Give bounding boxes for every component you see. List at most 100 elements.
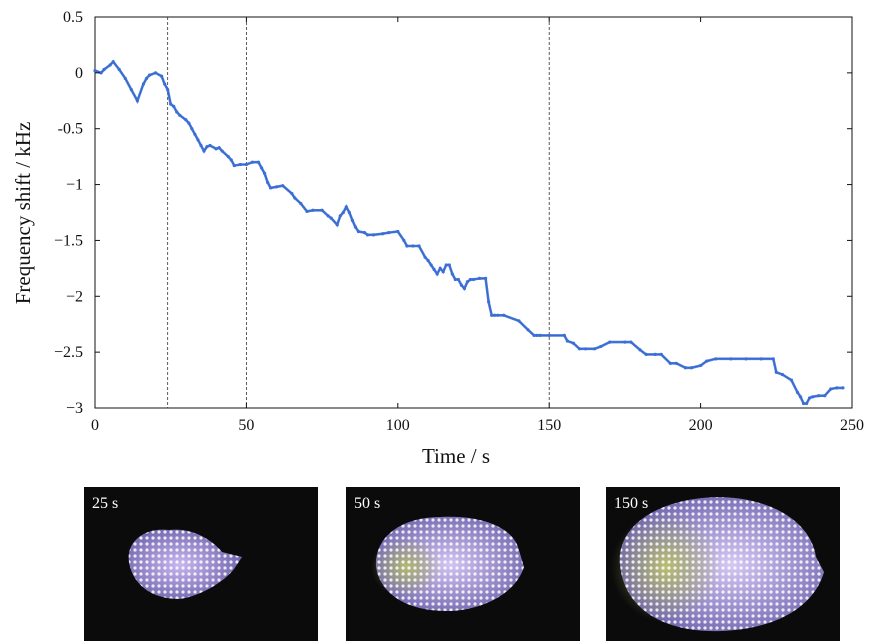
y-tick-label: -0.5 xyxy=(58,121,83,138)
data-point xyxy=(653,352,657,356)
x-tick-label: 250 xyxy=(840,417,864,434)
y-tick-label: −1.5 xyxy=(54,232,83,249)
data-point xyxy=(608,340,612,344)
data-point xyxy=(683,366,688,370)
data-point xyxy=(356,229,361,234)
ticks-layer: 0 50 100 150 200 250 0.5 0 -0.5 −1 −1.5 −2 −2.5 −3 xyxy=(54,9,864,434)
data-point xyxy=(468,277,473,282)
data-point xyxy=(571,341,576,345)
data-point xyxy=(432,267,436,272)
frequency-shift-chart: 0 50 100 150 200 250 0.5 0 -0.5 −1 −1.5 −2 −2.5 −3 Ti… xyxy=(11,9,864,468)
y-tick-label: 0.5 xyxy=(63,9,83,26)
data-point xyxy=(411,244,415,248)
data-point xyxy=(371,233,376,237)
data-point xyxy=(387,231,391,235)
data-point xyxy=(435,272,439,276)
data-point xyxy=(689,366,694,370)
data-point xyxy=(160,74,164,78)
data-point xyxy=(244,162,248,167)
data-point xyxy=(487,300,491,304)
data-point xyxy=(674,361,678,365)
data-point xyxy=(320,208,324,212)
data-point xyxy=(744,357,748,361)
data-point xyxy=(166,88,170,92)
data-point xyxy=(811,395,815,399)
data-point xyxy=(638,348,642,352)
data-point xyxy=(208,143,212,148)
data-point xyxy=(450,272,454,276)
data-point xyxy=(471,277,476,282)
data-point xyxy=(123,76,127,81)
data-point xyxy=(405,244,409,248)
data-point xyxy=(184,118,188,122)
x-tick-label: 0 xyxy=(91,417,99,434)
data-point xyxy=(484,276,488,281)
data-point xyxy=(202,149,206,153)
snapshot-150s: 150 s xyxy=(606,487,840,641)
data-point xyxy=(441,270,445,274)
data-point xyxy=(547,333,551,337)
y-tick-label: −2 xyxy=(66,288,83,305)
data-point xyxy=(341,210,345,215)
data-point xyxy=(705,359,709,363)
x-axis-title: Time / s xyxy=(422,444,490,468)
data-point xyxy=(823,394,827,398)
data-point xyxy=(262,171,267,175)
data-point xyxy=(429,263,433,267)
data-point xyxy=(229,158,233,162)
data-point xyxy=(465,280,470,284)
data-point xyxy=(477,276,482,281)
data-point xyxy=(338,214,342,218)
snapshot-label-50s: 50 s xyxy=(354,495,381,512)
y-tick-label: 0 xyxy=(75,65,83,82)
data-point xyxy=(841,386,845,390)
snapshot-label-150s: 150 s xyxy=(614,495,649,512)
data-point xyxy=(290,191,294,196)
data-point xyxy=(759,357,763,361)
data-point xyxy=(250,160,255,164)
data-point xyxy=(99,71,103,75)
data-point xyxy=(808,396,812,400)
data-point xyxy=(232,163,236,168)
snapshot-25s: 25 s xyxy=(84,487,318,641)
data-point xyxy=(668,361,672,365)
x-tick-label: 100 xyxy=(386,417,410,434)
data-point xyxy=(538,333,542,337)
data-point xyxy=(226,155,230,159)
data-point xyxy=(93,69,97,73)
data-point xyxy=(817,394,821,398)
data-point xyxy=(281,184,285,188)
snapshot-50s: 50 s xyxy=(346,487,580,641)
data-point xyxy=(269,186,273,190)
data-point xyxy=(293,196,297,200)
y-tick-label: −1 xyxy=(66,177,83,194)
data-point xyxy=(335,223,339,227)
data-point xyxy=(526,328,530,332)
data-point xyxy=(583,347,588,351)
snapshot-label-25s: 25 s xyxy=(92,495,119,512)
data-point xyxy=(256,160,261,164)
data-point xyxy=(565,339,569,343)
data-point xyxy=(532,333,536,337)
snapshot-image-150s xyxy=(611,497,824,632)
data-point xyxy=(798,395,803,399)
data-point xyxy=(196,138,200,142)
data-point xyxy=(172,104,176,108)
data-point xyxy=(238,162,242,167)
data-point xyxy=(111,60,115,64)
data-point xyxy=(623,340,627,344)
data-point xyxy=(771,357,775,361)
data-point xyxy=(629,340,633,344)
data-point xyxy=(220,149,224,153)
data-point xyxy=(599,344,603,349)
data-point xyxy=(169,102,173,106)
data-point xyxy=(535,333,539,337)
plot-frame xyxy=(94,16,853,409)
data-point xyxy=(175,110,179,114)
data-point xyxy=(517,319,521,323)
data-point xyxy=(311,208,315,212)
data-point xyxy=(502,313,506,317)
data-point xyxy=(129,88,133,92)
data-point xyxy=(347,210,351,215)
data-point xyxy=(795,390,800,394)
